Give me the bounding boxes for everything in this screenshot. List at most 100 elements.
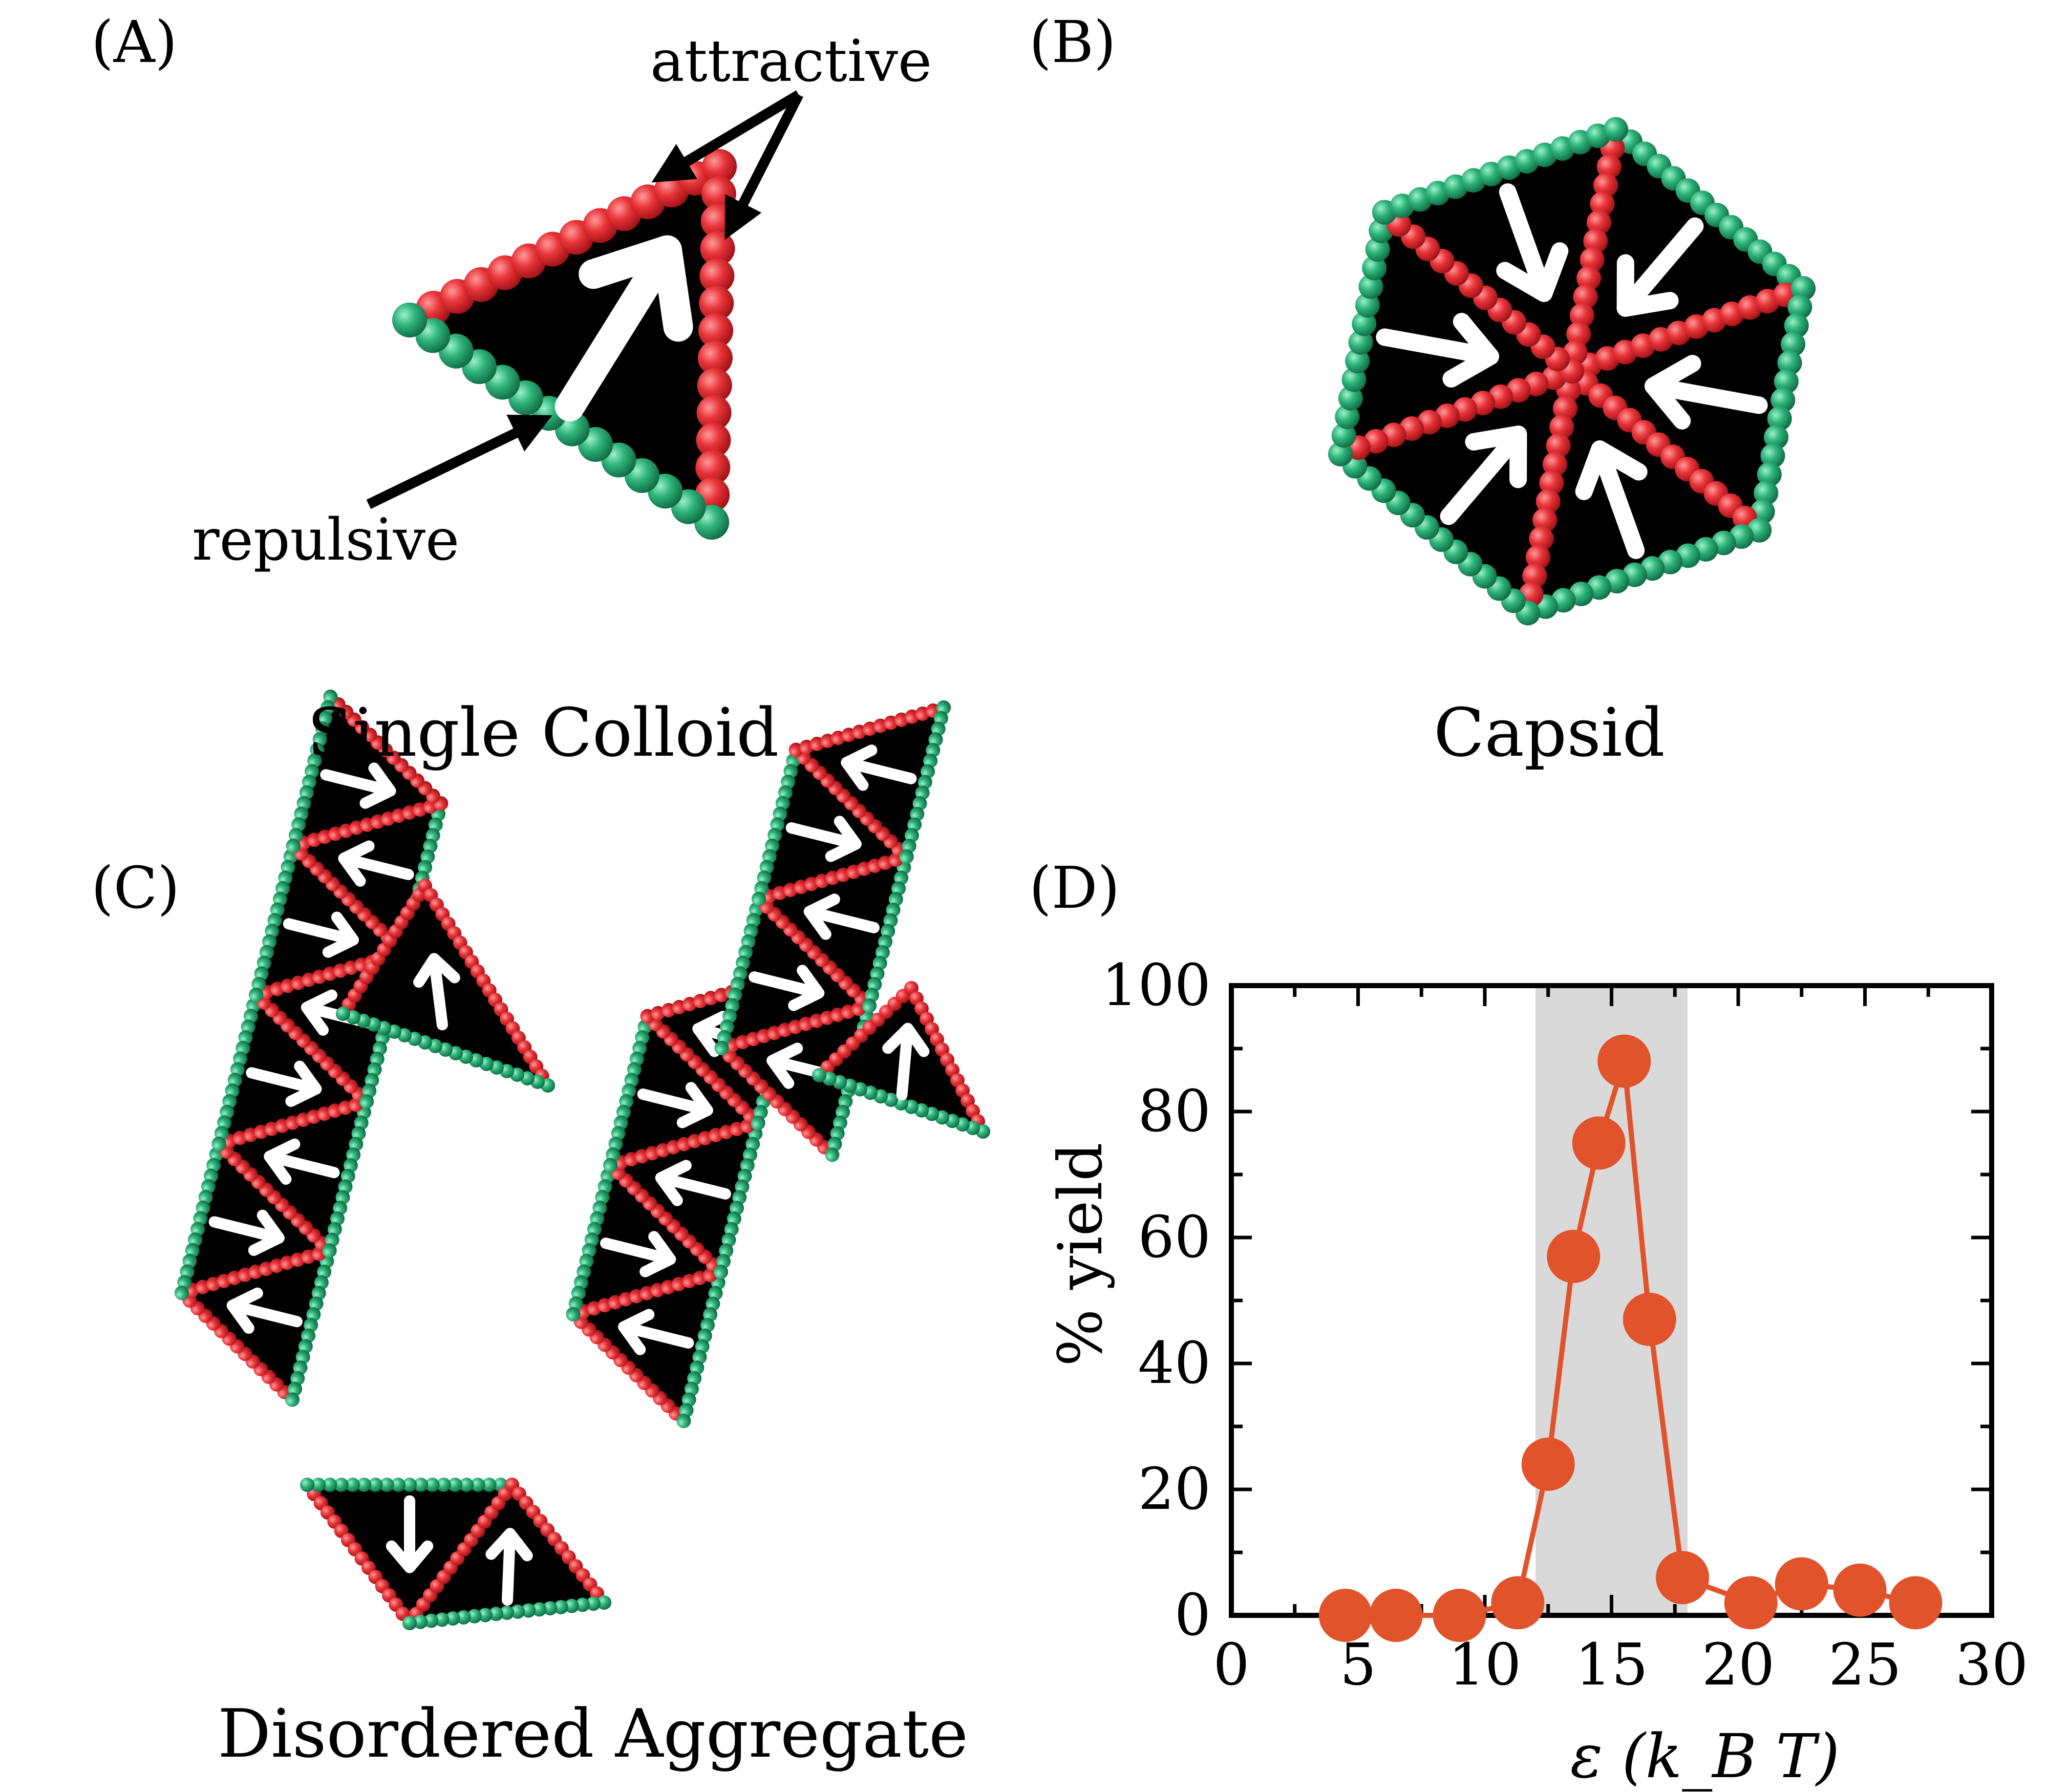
direction-arrow-shaft xyxy=(803,906,880,933)
pointer-attractive-2 xyxy=(724,92,803,240)
attractive-bead xyxy=(699,286,734,321)
yield-data-point xyxy=(1833,1563,1887,1617)
repulsive-bead xyxy=(752,891,766,906)
attractive-bead xyxy=(1532,507,1558,532)
direction-arrow-shaft xyxy=(1440,425,1527,525)
direction-arrow-head xyxy=(803,893,840,940)
attractive-bead xyxy=(698,313,734,348)
repulsive-bead xyxy=(436,1478,451,1492)
repulsive-bead xyxy=(1348,330,1373,355)
panel-c-disordered-aggregate xyxy=(175,689,990,1630)
direction-arrow-shaft xyxy=(655,1172,731,1200)
repulsive-bead xyxy=(543,1601,558,1616)
repulsive-bead xyxy=(1770,388,1796,413)
direction-arrow-head xyxy=(248,1209,285,1256)
x-tick-label: 0 xyxy=(1213,1632,1249,1698)
repulsive-bead xyxy=(334,1478,349,1492)
repulsive-bead xyxy=(1757,462,1782,487)
repulsive-bead xyxy=(597,1595,611,1610)
attractive-bead xyxy=(1576,266,1602,291)
repulsive-bead xyxy=(1355,293,1380,318)
panel-a-letter: (A) xyxy=(91,9,178,76)
repulsive-bead xyxy=(286,838,301,853)
repulsive-bead xyxy=(566,1307,581,1321)
attractive-bead xyxy=(1549,414,1574,439)
x-tick-label: 5 xyxy=(1340,1632,1376,1698)
direction-arrow-head xyxy=(226,1287,263,1334)
repulsive-bead xyxy=(300,1478,314,1492)
chart-ylabel: % yield xyxy=(1045,1142,1116,1367)
attractive-bead xyxy=(1593,173,1618,198)
direction-arrow-head xyxy=(825,816,862,862)
repulsive-bead xyxy=(392,303,427,337)
direction-arrow-shaft xyxy=(1591,440,1645,559)
y-tick-label: 100 xyxy=(1101,952,1211,1019)
repulsive-bead xyxy=(175,1286,189,1300)
repulsive-bead xyxy=(1764,424,1789,450)
direction-arrow-head xyxy=(766,1042,803,1089)
attractive-bead xyxy=(1539,470,1564,495)
attractive-bead xyxy=(1569,303,1594,328)
direction-arrow-shaft xyxy=(428,953,448,1031)
repulsive-bead xyxy=(714,1040,729,1055)
colloid-core xyxy=(1340,212,1572,454)
attractive-bead xyxy=(1525,545,1550,570)
attractive-bead xyxy=(1596,154,1622,179)
colloid-particle xyxy=(788,700,951,864)
repulsive-bead xyxy=(1603,117,1628,142)
direction-arrow-shaft xyxy=(841,757,917,784)
yield-data-point xyxy=(1369,1589,1423,1642)
repulsive-bead xyxy=(435,1612,450,1627)
attractive-bead xyxy=(699,258,735,293)
repulsive-bead xyxy=(1754,480,1779,505)
pointer-attractive-1 xyxy=(651,90,802,183)
aggregate-bottom-connector xyxy=(300,1478,611,1630)
direction-arrow-head xyxy=(655,1160,692,1206)
repulsive-bead xyxy=(862,998,877,1013)
repulsive-bead xyxy=(391,1478,406,1492)
repulsive-bead xyxy=(1362,255,1387,281)
repulsive-bead xyxy=(1790,276,1816,301)
repulsive-bead xyxy=(553,1599,568,1614)
repulsive-bead xyxy=(447,1478,462,1492)
repulsive-bead xyxy=(323,1478,337,1492)
repulsive-bead xyxy=(345,1478,360,1492)
direction-arrow-head xyxy=(359,762,396,809)
repulsive-bead xyxy=(471,1478,485,1492)
repulsive-bead xyxy=(603,1158,618,1172)
direction-arrow-shaft xyxy=(600,1238,676,1265)
colloid-particle xyxy=(812,981,990,1139)
colloid-particle xyxy=(336,879,555,1093)
attractive-bead xyxy=(1535,489,1561,514)
repulsive-bead xyxy=(488,1607,503,1622)
repulsive-bead xyxy=(402,1478,417,1492)
direction-arrow-head xyxy=(1442,313,1499,388)
direction-arrow-head xyxy=(841,744,878,791)
panel-a-caption: Single Colloid xyxy=(307,694,779,772)
attractive-bead xyxy=(1566,322,1591,347)
repulsive-bead xyxy=(1345,349,1370,374)
attractive-label: attractive xyxy=(650,28,932,95)
yield-data-point xyxy=(1889,1576,1943,1630)
attractive-bead xyxy=(1552,396,1577,421)
repulsive-bead xyxy=(510,1604,525,1619)
direction-arrow-head xyxy=(618,1309,655,1355)
repulsive-bead xyxy=(1328,441,1353,466)
direction-arrow-shaft xyxy=(1376,328,1499,366)
yield-data-point xyxy=(1521,1437,1575,1491)
repulsive-bead xyxy=(500,1606,514,1620)
repulsive-bead xyxy=(521,1603,536,1618)
repulsive-bead xyxy=(1777,350,1802,375)
direction-arrow-head xyxy=(1575,440,1648,500)
repulsive-bead xyxy=(1352,311,1377,336)
panel-a-single-colloid xyxy=(366,90,803,540)
panel-d-yield-chart: 0 5 10 15 20 25 30 0 20 40 60 80 100 xyxy=(1101,952,2028,1698)
repulsive-bead xyxy=(899,849,914,864)
direction-arrow-head xyxy=(882,1022,930,1057)
aggregate-left-column xyxy=(175,689,449,1407)
yield-data-point xyxy=(1547,1229,1601,1283)
yield-data-point xyxy=(1572,1116,1626,1170)
repulsive-bead xyxy=(211,1137,226,1151)
x-tick-label: 30 xyxy=(1955,1632,2029,1698)
